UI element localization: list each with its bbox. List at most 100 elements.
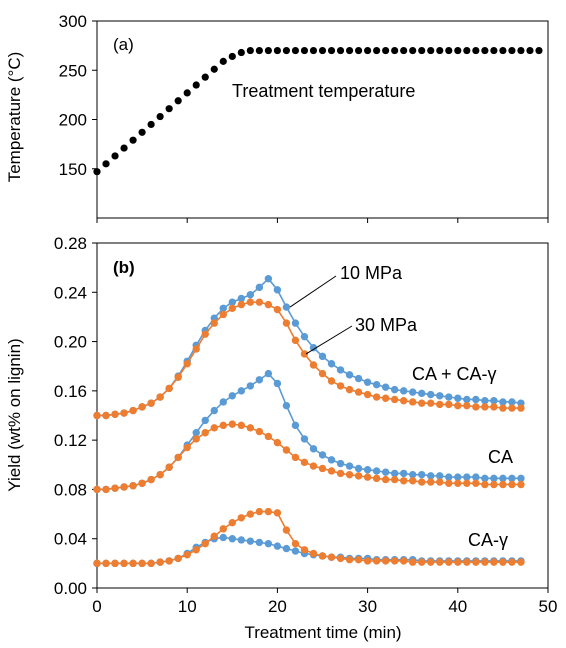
data-point xyxy=(490,474,498,483)
data-point xyxy=(445,558,453,566)
data-point xyxy=(390,475,399,484)
data-point xyxy=(508,474,516,483)
temperature-point xyxy=(219,57,227,65)
data-point xyxy=(454,479,462,487)
data-point xyxy=(201,416,209,425)
data-point xyxy=(336,366,345,374)
data-point xyxy=(517,404,525,412)
data-point xyxy=(300,350,309,358)
temperature-point xyxy=(382,46,390,55)
data-point xyxy=(300,332,309,341)
panel-a-label: (a) xyxy=(113,35,134,54)
data-point xyxy=(111,484,119,492)
panel-b-y-tick-label: 0.08 xyxy=(54,480,87,499)
data-point xyxy=(120,409,128,417)
temperature-point xyxy=(481,46,489,55)
temperature-point xyxy=(526,46,534,55)
temperature-point xyxy=(445,46,453,55)
data-point xyxy=(246,510,255,518)
x-tick-label: 50 xyxy=(539,597,558,616)
temperature-point xyxy=(192,81,200,89)
data-point xyxy=(210,319,218,327)
data-point xyxy=(436,392,444,400)
data-point xyxy=(436,400,444,409)
data-point xyxy=(282,544,291,553)
data-point xyxy=(156,393,164,401)
data-point xyxy=(111,410,119,418)
data-point xyxy=(219,310,227,319)
annotation-treatment-temperature: Treatment temperature xyxy=(232,81,415,101)
data-point xyxy=(291,319,300,327)
panel-a: 150 200 250 300 (a) Treatment temperature T… xyxy=(5,12,549,223)
temperature-point xyxy=(111,152,119,160)
data-point xyxy=(418,399,426,407)
data-point xyxy=(345,462,354,470)
data-point xyxy=(336,554,345,563)
x-tick-label: 0 xyxy=(92,597,101,616)
data-point xyxy=(418,470,426,479)
data-point xyxy=(499,558,507,566)
data-point xyxy=(192,546,200,554)
data-point xyxy=(210,424,218,432)
data-point xyxy=(418,389,426,398)
data-point xyxy=(490,397,498,405)
data-point xyxy=(219,421,227,430)
data-point xyxy=(427,472,435,480)
data-point xyxy=(354,374,363,383)
data-point xyxy=(409,470,417,479)
panel-b: 0.00 0.04 0.08 0.12 0.16 0.20 0.24 0.28 0 10 20 30 4… xyxy=(5,234,557,642)
data-point xyxy=(102,411,110,420)
data-point xyxy=(381,394,390,402)
temperature-point xyxy=(129,136,137,144)
data-point xyxy=(318,552,327,560)
data-point xyxy=(174,453,182,462)
panel-a-points xyxy=(93,46,543,176)
data-point xyxy=(418,478,426,486)
data-point xyxy=(264,275,273,283)
panel-a-ticks: 150 200 250 300 xyxy=(59,12,549,223)
data-point xyxy=(372,380,381,389)
temperature-point xyxy=(364,46,372,55)
data-point xyxy=(499,480,507,489)
data-point xyxy=(228,392,236,400)
data-point xyxy=(336,469,345,478)
temperature-point xyxy=(454,46,462,55)
data-point xyxy=(237,294,246,303)
data-point xyxy=(463,473,471,481)
data-point xyxy=(165,463,173,471)
data-point xyxy=(499,398,507,406)
data-point xyxy=(454,401,462,410)
data-point xyxy=(381,383,390,391)
data-point xyxy=(318,464,327,473)
data-point xyxy=(255,298,264,306)
data-point xyxy=(156,558,164,566)
data-point xyxy=(228,535,236,543)
data-point xyxy=(363,378,372,386)
data-point xyxy=(102,559,110,568)
temperature-point xyxy=(165,105,173,113)
data-point xyxy=(237,387,246,395)
data-point xyxy=(282,401,291,410)
temperature-point xyxy=(201,73,209,81)
data-point xyxy=(147,559,155,568)
data-point xyxy=(138,403,146,411)
data-point xyxy=(264,432,273,441)
label-ca-gamma: CA-γ xyxy=(468,530,508,550)
data-point xyxy=(237,300,246,309)
data-point xyxy=(399,387,408,395)
data-point xyxy=(246,537,255,545)
data-point xyxy=(237,421,246,430)
temperature-point xyxy=(490,46,498,55)
data-point xyxy=(318,369,327,378)
x-tick-label: 40 xyxy=(448,597,467,616)
data-point xyxy=(472,558,480,566)
data-point xyxy=(390,385,399,394)
data-point xyxy=(309,344,318,352)
data-point xyxy=(291,453,300,462)
data-point xyxy=(201,330,209,338)
data-point xyxy=(363,557,372,565)
data-point xyxy=(354,464,363,473)
data-point xyxy=(390,557,399,565)
data-point xyxy=(390,469,399,478)
data-point xyxy=(273,286,282,294)
